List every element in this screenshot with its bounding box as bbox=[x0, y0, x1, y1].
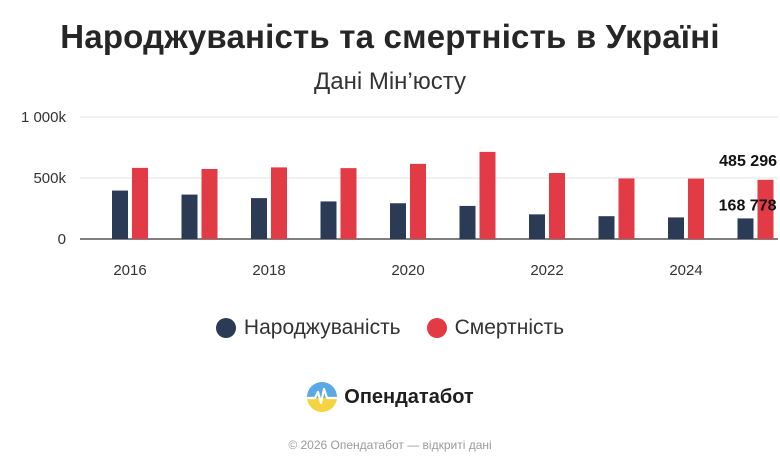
bar-births[interactable] bbox=[598, 216, 615, 239]
brand-name: Опендатабот bbox=[344, 385, 474, 408]
bar-births[interactable] bbox=[251, 198, 267, 239]
data-label: 485 296 bbox=[719, 153, 777, 170]
legend-marker-births bbox=[215, 318, 236, 338]
legend-label-deaths: Смертність bbox=[454, 316, 565, 339]
legend-marker-deaths bbox=[426, 318, 447, 338]
y-tick-label: 500k bbox=[33, 170, 66, 187]
y-tick-label: 0 bbox=[58, 231, 66, 248]
bar-deaths[interactable] bbox=[618, 178, 635, 239]
chart-title: Народжуваність та смертність в Україні bbox=[60, 18, 720, 55]
bar-deaths[interactable] bbox=[271, 167, 287, 239]
legend: Народжуваність Смертність bbox=[0, 316, 780, 340]
bar-deaths[interactable] bbox=[549, 172, 565, 239]
y-tick-label: 1 000k bbox=[21, 109, 67, 126]
opendatabot-logo-icon bbox=[307, 382, 338, 412]
x-tick-label: 2018 bbox=[252, 262, 285, 279]
brand[interactable]: Опендатабот bbox=[0, 381, 780, 413]
footer-text: © 2026 Опендатабот — відкриті дані bbox=[288, 438, 492, 452]
bar-births[interactable] bbox=[112, 190, 128, 239]
bar-deaths[interactable] bbox=[132, 167, 148, 239]
legend-item-births[interactable]: Народжуваність bbox=[215, 316, 401, 340]
bar-deaths[interactable] bbox=[688, 178, 704, 239]
bar-births[interactable] bbox=[181, 194, 198, 239]
bar-births[interactable] bbox=[737, 218, 754, 239]
x-tick-label: 2016 bbox=[113, 262, 146, 279]
bar-births[interactable] bbox=[320, 201, 337, 239]
bar-chart: 0 500k 1 000k 2016 2018 2020 2022 2024 168 778 48… bbox=[21, 109, 778, 279]
bars bbox=[112, 151, 774, 239]
chart-subtitle: Дані Мін’юсту bbox=[313, 68, 467, 95]
bar-deaths[interactable] bbox=[479, 151, 496, 239]
legend-item-deaths[interactable]: Смертність bbox=[426, 316, 565, 340]
bar-deaths[interactable] bbox=[201, 168, 218, 239]
bar-births[interactable] bbox=[390, 203, 406, 239]
bar-deaths[interactable] bbox=[410, 163, 426, 239]
x-tick-label: 2020 bbox=[391, 262, 424, 279]
bar-births[interactable] bbox=[459, 205, 476, 239]
labels: 0 500k 1 000k 2016 2018 2020 2022 2024 168 778 48… bbox=[21, 109, 777, 279]
data-label: 168 778 bbox=[719, 197, 777, 214]
bar-births[interactable] bbox=[668, 217, 684, 239]
legend-label-births: Народжуваність bbox=[243, 316, 401, 339]
x-tick-label: 2024 bbox=[669, 262, 702, 279]
x-tick-label: 2022 bbox=[530, 262, 563, 279]
bar-deaths[interactable] bbox=[340, 168, 357, 239]
bar-deaths[interactable] bbox=[757, 179, 774, 239]
bar-births[interactable] bbox=[529, 214, 545, 239]
